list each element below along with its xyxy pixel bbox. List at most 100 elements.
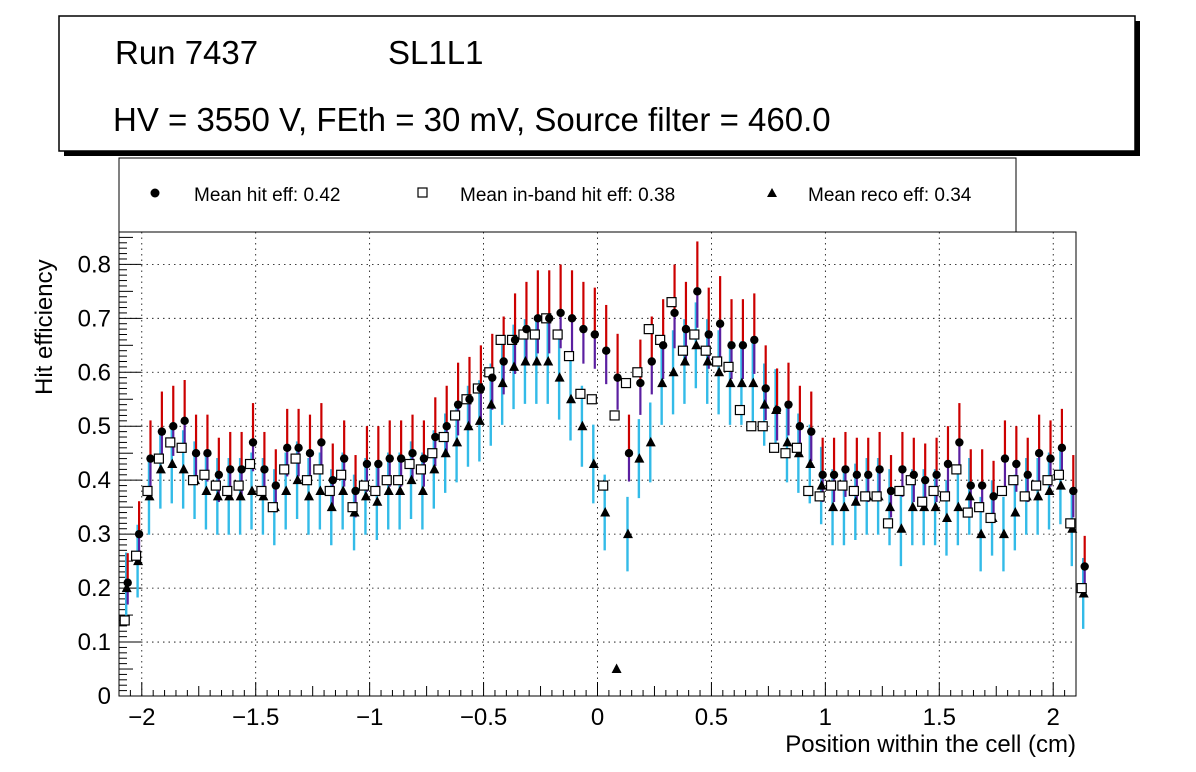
inband-point [130,550,142,561]
inband-point [301,475,313,486]
inband-point [313,464,324,475]
reco-point [554,372,565,382]
reco-point [281,485,292,495]
inband-point [609,410,620,421]
data-points [119,241,1089,674]
y-tick-label: 0.2 [78,575,111,602]
inband-point [1076,582,1087,594]
reco-point [1055,480,1066,490]
legend-inband-marker [417,187,428,198]
y-tick-label: 0.4 [78,467,111,494]
reco-point [896,523,907,533]
reco-point [509,361,520,371]
inband-point [358,480,370,491]
inband-point [575,388,586,399]
reco-point [622,528,633,539]
inband-point [860,491,871,502]
reco-point [543,355,554,366]
hit-point [670,308,679,318]
hit-point [237,465,246,474]
inband-point [780,448,791,459]
hit-point [465,395,474,404]
reco-point [235,490,246,501]
reco-point [360,490,371,501]
reco-point [1010,507,1021,517]
hit-point [522,324,531,334]
hit-point [818,470,827,479]
hit-point [408,449,417,458]
inband-point [803,485,814,497]
legend-hit: Mean hit eff: 0.42 [150,185,340,206]
inband-point [449,410,461,421]
legend-reco-marker [767,188,777,197]
reco-point [326,501,337,512]
inband-point [768,442,780,453]
layer-label: SL1L1 [388,34,483,71]
reco-point [1033,490,1044,501]
reco-point [338,485,349,495]
inband-point [825,480,837,491]
legend-box [118,157,1017,233]
y-tick-label: 0 [98,683,111,710]
hit-point [647,357,656,366]
x-tick-label: −1 [356,704,383,731]
hit-point [1069,486,1078,496]
hit-point [727,341,736,350]
inband-point [210,480,221,491]
grid-lines [119,232,1076,696]
y-tick-label: 0.6 [78,359,111,386]
hit-point [362,459,372,469]
reco-point [748,377,759,388]
inband-point [734,404,746,416]
inband-point [176,442,187,453]
reco-point [839,501,850,512]
reco-point [759,399,770,409]
reco-point [212,490,223,501]
reco-point [907,501,918,512]
reco-point [463,420,474,431]
reco-point [691,339,702,350]
inband-point [495,334,506,346]
inband-point [244,458,256,470]
hit-point [624,449,634,458]
reco-point [668,366,679,377]
hit-point [704,330,713,339]
hit-point [601,346,611,355]
reco-point [725,377,736,388]
reco-point [645,436,656,447]
reco-point [452,436,463,447]
hit-point [715,319,725,328]
reco-point [930,501,941,512]
inband-point [393,475,404,486]
hit-point [920,475,930,485]
x-tick-label: 0 [591,704,604,731]
hit-point [932,470,941,479]
inband-point [290,453,301,464]
hit-point [499,357,508,366]
reco-point [395,485,406,495]
reco-point [588,458,599,468]
hit-point [157,427,167,436]
reco-point [167,458,178,468]
hit-point [374,459,383,469]
inband-point [279,464,290,475]
hit-point [841,465,850,474]
inband-point [256,485,267,497]
legend-inband-label: Mean in-band hit eff: 0.38 [460,185,675,206]
x-tick-label: −0.5 [460,704,507,731]
hit-point [898,465,907,474]
inband-point [336,469,347,480]
inband-point [370,485,381,497]
reco-point [292,474,303,485]
inband-point [677,345,689,356]
hit-point [146,454,155,463]
hit-point [203,449,212,458]
inband-point [598,480,609,491]
reco-point [486,399,497,409]
inband-point [882,518,894,529]
reco-point [679,355,690,366]
hit-point [191,449,201,458]
inband-point [962,507,973,518]
hit-point [1000,454,1010,463]
inband-point [985,512,996,524]
